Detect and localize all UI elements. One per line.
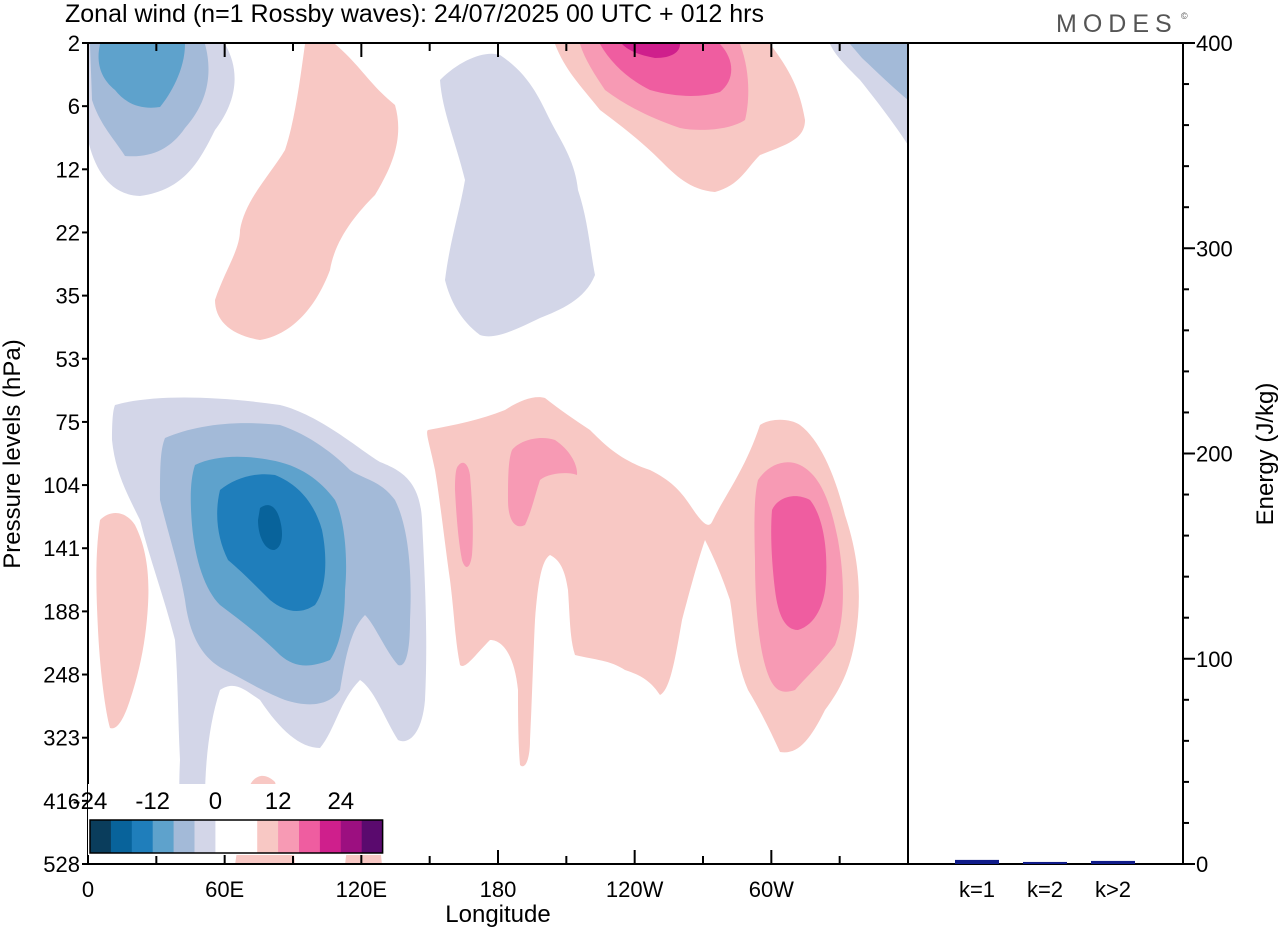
energy-bar-3 [1091, 860, 1135, 864]
brand-copyright-mark: © [1181, 11, 1188, 21]
contour-westerly-band [215, 44, 399, 340]
colorbar-swatch [131, 820, 154, 853]
colorbar-label: 12 [265, 788, 292, 815]
colorbar-swatch [278, 820, 300, 853]
contour-upper-westerly-strong [600, 44, 732, 96]
y-tick-label: 416 [43, 789, 80, 814]
energy-tick-label: 100 [1196, 647, 1233, 672]
contour-easterly-jet-max [258, 505, 282, 550]
y-tick-label: 141 [43, 536, 80, 561]
contour-upper-left-easterly-core [98, 44, 185, 108]
longitude-axis: 0 60E 120E 180 120W 60W [82, 43, 841, 902]
x-tick-label: 60E [205, 877, 244, 902]
y-axis-label: Pressure levels (hPa) [0, 339, 26, 568]
energy-axis: 0 100 200 300 400 [1183, 31, 1233, 877]
y-tick-label: 323 [43, 726, 80, 751]
colorbar-swatch [110, 820, 133, 853]
colorbar-swatch [215, 820, 237, 853]
y-tick-label: 528 [43, 852, 80, 877]
x-tick-label: 0 [82, 877, 94, 902]
y-tick-label: 188 [43, 599, 80, 624]
y-tick-label: 12 [56, 157, 80, 182]
y-tick-label: 248 [43, 663, 80, 688]
energy-tick-label: 200 [1196, 442, 1233, 467]
energy-bar-1 [955, 859, 999, 864]
colorbar-label: -12 [135, 788, 170, 815]
energy-bar-category-label: k>2 [1095, 877, 1131, 902]
x-tick-label: 60W [749, 877, 794, 902]
y-tick-label: 35 [56, 284, 80, 309]
colorbar-swatch [236, 820, 258, 853]
energy-bar-category-label: k=2 [1027, 877, 1063, 902]
colorbar-swatch [90, 820, 112, 853]
energy-tick-label: 300 [1196, 236, 1233, 261]
energy-tick-label: 400 [1196, 31, 1233, 56]
y-tick-label: 53 [56, 347, 80, 372]
colorbar-swatch [173, 820, 195, 853]
contour-left-westerly-patch [96, 513, 149, 729]
chart-title: Zonal wind (n=1 Rossby waves): 24/07/202… [65, 0, 764, 28]
colorbar-swatch [194, 820, 216, 853]
energy-tick-label: 0 [1196, 852, 1208, 877]
x-tick-label: 180 [480, 877, 517, 902]
energy-bars: k=1 k=2 k>2 [955, 859, 1135, 902]
energy-bar-2 [1023, 861, 1067, 864]
x-tick-label: 120W [606, 877, 664, 902]
y-tick-label: 2 [68, 31, 80, 56]
contour-upper-westerly-core [622, 44, 680, 58]
y-tick-label: 104 [43, 473, 80, 498]
colorbar-swatch [152, 820, 175, 853]
contour-easterly-column [440, 53, 595, 337]
contour-upper-right-easterly-medium [850, 44, 908, 100]
colorbar-label: -24 [73, 788, 108, 815]
energy-axis-label: Energy (J/kg) [1252, 383, 1279, 526]
pressure-axis: 2 6 12 22 35 53 75 104 141 188 248 323 416 528 [43, 31, 88, 877]
colorbar-swatch [361, 820, 384, 853]
y-tick-label: 22 [56, 220, 80, 245]
x-axis-label: Longitude [445, 901, 550, 928]
brand-logo: MODES [1056, 10, 1178, 38]
contour-field [88, 44, 908, 864]
colorbar: -24 -12 0 12 24 [73, 784, 384, 855]
y-tick-label: 6 [68, 94, 80, 119]
x-tick-label: 120E [336, 877, 387, 902]
y-tick-label: 75 [56, 410, 80, 435]
colorbar-swatch [299, 820, 321, 853]
contour-right-westerly-strong [771, 496, 827, 630]
colorbar-frame [89, 819, 384, 854]
energy-bar-category-label: k=1 [959, 877, 995, 902]
colorbar-swatch [257, 820, 279, 853]
contour-lower-westerly-medium-small [455, 462, 473, 567]
colorbar-label: 24 [327, 788, 354, 815]
contour-lower-westerly-medium [508, 438, 578, 527]
colorbar-swatch [340, 820, 363, 853]
colorbar-label: 0 [209, 788, 222, 815]
colorbar-swatch [319, 820, 342, 853]
